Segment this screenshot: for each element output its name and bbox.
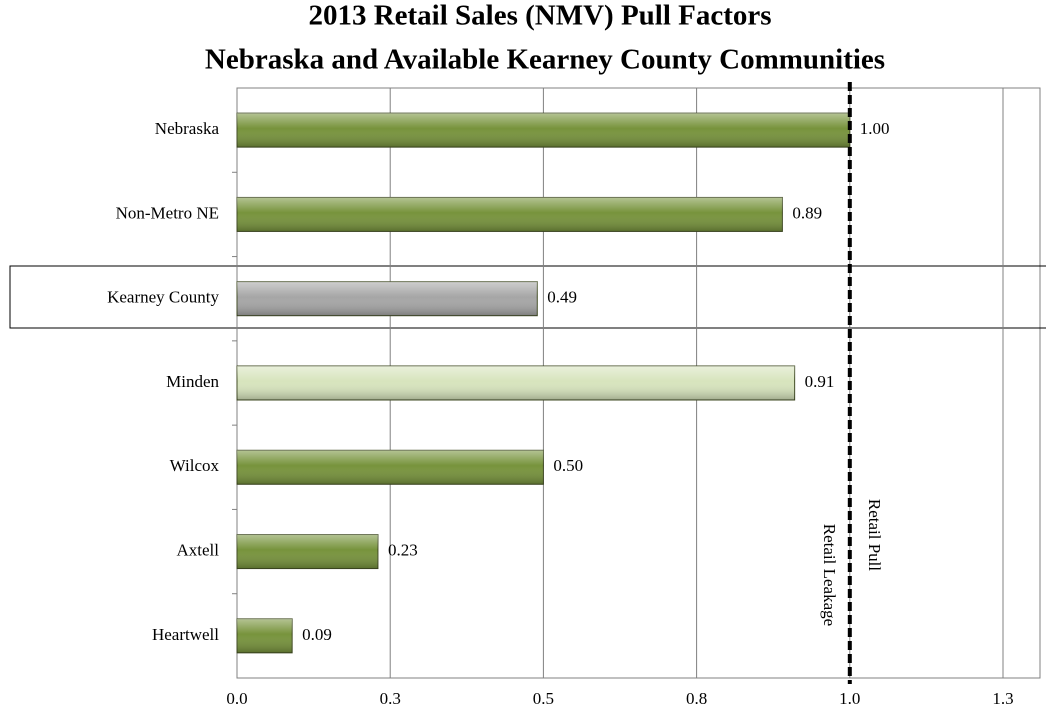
bar-shine bbox=[237, 366, 795, 400]
y-tick-label: Wilcox bbox=[170, 456, 220, 475]
x-tick-label: 0.8 bbox=[686, 689, 707, 708]
x-tick-label: 1.0 bbox=[839, 689, 860, 708]
value-label: 1.00 bbox=[860, 119, 890, 138]
value-label: 0.91 bbox=[805, 372, 835, 391]
y-tick-label: Axtell bbox=[177, 540, 220, 559]
bar-shine bbox=[237, 534, 378, 569]
value-label: 0.50 bbox=[553, 456, 583, 475]
value-label: 0.89 bbox=[792, 203, 822, 222]
value-label: 0.09 bbox=[302, 625, 332, 644]
y-tick-label: Minden bbox=[166, 372, 219, 391]
y-tick-label: Nebraska bbox=[155, 119, 220, 138]
x-tick-label: 0.5 bbox=[533, 689, 554, 708]
x-tick-label: 1.3 bbox=[992, 689, 1013, 708]
value-label: 0.23 bbox=[388, 540, 418, 559]
bar-shine bbox=[237, 281, 538, 316]
y-tick-label: Heartwell bbox=[152, 625, 219, 644]
chart-subtitle: Nebraska and Available Kearney County Co… bbox=[205, 44, 885, 76]
highlight-box bbox=[9, 265, 1046, 329]
annotation: Retail Pull bbox=[865, 499, 884, 572]
annotation: Retail Leakage bbox=[820, 524, 839, 626]
y-tick-label: Non-Metro NE bbox=[116, 203, 219, 222]
x-tick-label: 0.0 bbox=[226, 689, 247, 708]
value-label: 0.49 bbox=[547, 288, 577, 307]
bar-shine bbox=[237, 113, 850, 148]
y-tick-label: Kearney County bbox=[107, 288, 219, 307]
bar-shine bbox=[237, 618, 293, 653]
bar-shine bbox=[237, 197, 783, 232]
x-tick-label: 0.3 bbox=[380, 689, 401, 708]
bar-shine bbox=[237, 450, 544, 485]
chart-title: 2013 Retail Sales (NMV) Pull Factors bbox=[308, 0, 771, 32]
